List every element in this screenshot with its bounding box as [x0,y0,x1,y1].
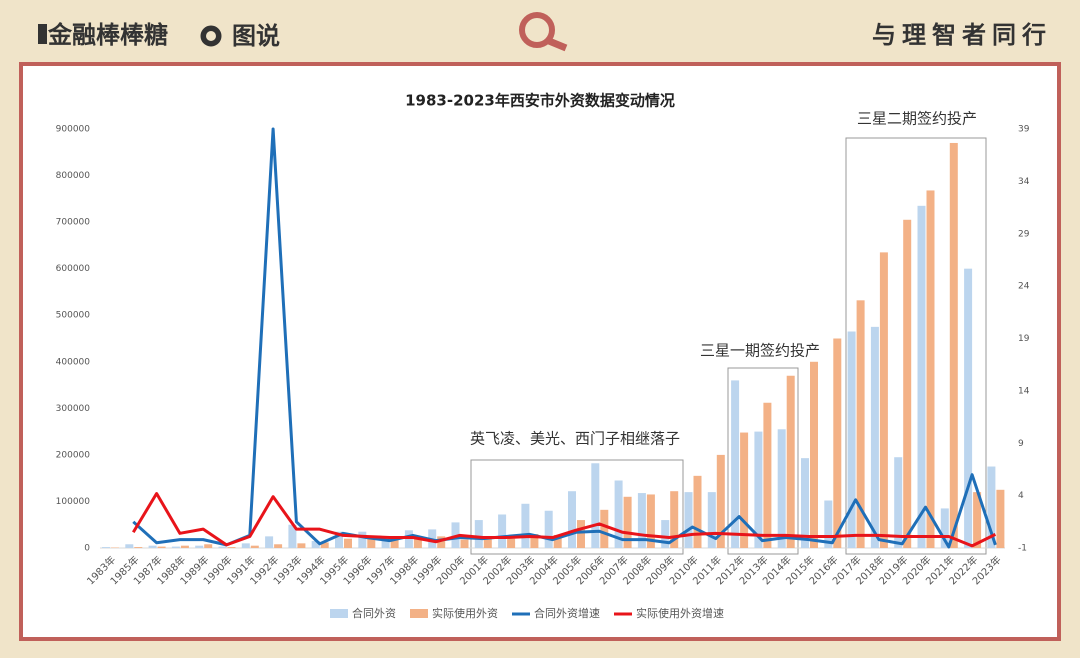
legend-label: 合同外资 [352,606,396,620]
y-tick-label: 900000 [56,125,91,135]
bar [484,539,492,548]
bar [903,220,911,548]
bar [498,514,506,548]
legend-label: 实际使用外资 [432,606,498,620]
annotation: 英飞凌、美光、西门子相继落子 [470,430,680,448]
legend-swatch [330,609,348,618]
bar [545,511,553,548]
bar [507,539,515,548]
bar [344,539,352,548]
bar [894,457,902,548]
bar [964,269,972,548]
y-tick-label: 300000 [56,404,91,414]
bar [125,544,133,548]
bar [461,540,469,548]
bar [740,433,748,548]
bar [600,510,608,548]
bar [158,547,166,548]
y-tick-label: 600000 [56,264,91,274]
bar [577,520,585,548]
bar [778,429,786,548]
bar [871,327,879,548]
brand: 金融棒棒糖 [47,21,168,49]
bar [134,547,142,548]
bar [204,544,212,548]
y-tick-label: 0 [84,544,90,554]
y-tick-label: 800000 [56,171,91,181]
bar [102,547,110,548]
y2-tick-label: 14 [1018,386,1030,396]
bar [754,432,762,548]
bar [927,190,935,548]
bar [149,546,157,548]
bar [810,362,818,548]
y2-tick-label: -1 [1018,544,1027,554]
legend-label: 合同外资增速 [534,606,600,620]
bar [358,532,366,548]
y-tick-label: 100000 [56,497,91,507]
bar [181,546,189,548]
annotation: 三星一期签约投产 [700,342,820,360]
legend-swatch [410,609,428,618]
bar [405,530,413,548]
slogan: 与理智者同行 [872,21,1052,49]
bar [568,491,576,548]
bar [880,252,888,548]
bar [694,476,702,548]
bar [219,547,227,548]
y2-tick-label: 4 [1018,491,1024,501]
bar [265,536,273,548]
y2-tick-label: 39 [1018,125,1030,135]
y-tick-label: 500000 [56,311,91,321]
y-tick-label: 200000 [56,450,91,460]
logo-badge [38,24,47,44]
bar [475,520,483,548]
bar [297,543,305,548]
bar [833,339,841,549]
bar [996,490,1004,548]
bar [801,458,809,548]
chart-title: 1983-2023年西安市外资数据变动情况 [405,92,675,110]
bar [763,403,771,548]
bar [918,206,926,548]
bar [950,143,958,548]
bar [848,332,856,548]
y2-tick-label: 29 [1018,229,1030,239]
y2-tick-label: 34 [1018,177,1030,187]
bar [172,547,180,548]
annotation: 三星二期签约投产 [857,110,977,128]
bar [195,546,203,548]
bar [787,376,795,548]
bar [251,546,259,548]
section: 图说 [232,22,280,50]
y2-tick-label: 9 [1018,439,1024,449]
y2-tick-label: 24 [1018,282,1030,292]
bar [274,544,282,548]
bar [242,543,250,548]
bar [521,504,529,548]
dot-icon-inner [206,31,216,41]
y-tick-label: 400000 [56,357,91,367]
bar [228,547,236,548]
legend-label: 实际使用外资增速 [636,606,724,620]
bar [685,492,693,548]
y2-tick-label: 19 [1018,334,1030,344]
bar [591,463,599,548]
y-tick-label: 700000 [56,218,91,228]
